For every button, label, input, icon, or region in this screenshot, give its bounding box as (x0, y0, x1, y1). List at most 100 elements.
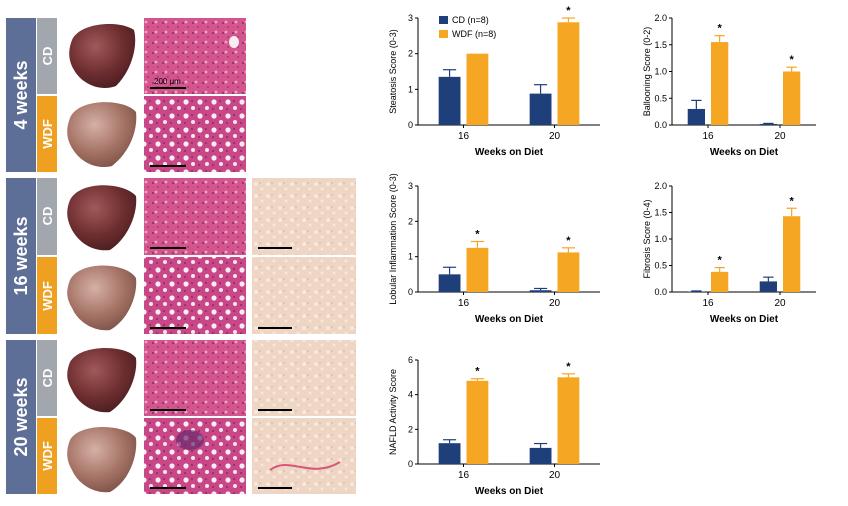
significance-star: * (475, 366, 480, 378)
liver-image (67, 185, 137, 251)
x-tick-label: 20 (549, 470, 561, 481)
bar-wdf (466, 247, 489, 292)
bar-wdf (711, 42, 729, 126)
y-tick-label: 1.0 (654, 234, 667, 244)
he-histology-panels: 200 μm (144, 18, 246, 494)
bar-cd (687, 291, 705, 292)
y-tick-label: 1 (408, 252, 413, 262)
x-axis-label: Weeks on Diet (710, 314, 779, 325)
significance-star: * (566, 5, 571, 17)
diet-label-wdf: WDF (37, 418, 57, 494)
diet-label-wdf: WDF (37, 96, 57, 172)
y-tick-label: 2 (408, 216, 413, 226)
bar-wdf (711, 271, 729, 292)
bar-cd (529, 290, 552, 292)
gross-liver-photos (66, 18, 138, 494)
legend: CD (n=8) WDF (n=8) (439, 15, 496, 39)
y-tick-label: 1.0 (654, 67, 667, 77)
significance-star: * (717, 255, 722, 267)
x-axis-label: Weeks on Diet (475, 486, 544, 497)
legend-label-cd: CD (n=8) (452, 15, 489, 25)
x-tick-label: 16 (702, 131, 714, 142)
y-tick-label: 1 (408, 84, 413, 94)
bar-wdf (466, 380, 489, 464)
bar-wdf (783, 216, 801, 292)
y-axis-label: NAFLD Activity Score (388, 369, 398, 455)
y-tick-label: 4 (408, 390, 413, 400)
y-tick-label: 0 (408, 120, 413, 130)
bar-cd (438, 274, 461, 292)
svg-text:WDF: WDF (40, 119, 55, 149)
significance-star: * (789, 195, 794, 207)
y-tick-label: 2.0 (654, 181, 667, 191)
time-label-20-weeks: 20 weeks (6, 340, 36, 494)
y-tick-label: 2.0 (654, 13, 667, 23)
chart-lobular-inflammation: 0 1 2 3 16 * 20 * Weeks on Diet Lobular Inflammat… (388, 173, 600, 325)
significance-star: * (789, 54, 794, 66)
chart-ballooning: 0.0 0.5 1.0 1.5 2.0 16 * 20 * Weeks on Diet Balloo… (642, 13, 816, 158)
y-axis-label: Fibrosis Score (0-4) (642, 199, 652, 278)
y-tick-label: 3 (408, 13, 413, 23)
chart-nafld-activity: 0 2 4 6 16 * 20 * Weeks on Diet NAFLD Activity Sc… (388, 355, 600, 497)
significance-star: * (566, 361, 571, 373)
bar-cd (529, 93, 552, 125)
x-tick-label: 20 (774, 131, 786, 142)
liver-image (67, 265, 137, 331)
x-tick-label: 16 (458, 131, 470, 142)
bar-cd (687, 108, 705, 125)
svg-text:CD: CD (40, 47, 55, 66)
legend-label-wdf: WDF (n=8) (452, 29, 496, 39)
y-tick-label: 0 (408, 287, 413, 297)
x-tick-label: 16 (458, 470, 470, 481)
legend-swatch-wdf (439, 30, 448, 38)
svg-text:20 weeks: 20 weeks (11, 377, 31, 456)
y-axis-label: Ballooning Score (0-2) (642, 27, 652, 117)
bar-cd (438, 443, 461, 464)
liver-image (69, 24, 136, 89)
time-label-4-weeks: 4 weeks (6, 18, 36, 172)
y-axis-label: Steatosis Score (0-3) (388, 29, 398, 114)
y-tick-label: 0.5 (654, 261, 667, 271)
chart-fibrosis: 0.0 0.5 1.0 1.5 2.0 16 * 20 * Weeks on Diet Fibros… (642, 181, 816, 325)
bar-cd (529, 447, 552, 464)
diet-label-wdf: WDF (37, 257, 57, 334)
bar-wdf (557, 252, 580, 292)
diet-label-cd: CD (37, 18, 57, 94)
x-tick-label: 16 (458, 298, 470, 309)
x-tick-label: 20 (774, 298, 786, 309)
bar-wdf (783, 71, 801, 125)
y-tick-label: 1.5 (654, 208, 667, 218)
bar-wdf (557, 22, 580, 126)
y-tick-label: 0 (408, 459, 413, 469)
x-axis-label: Weeks on Diet (475, 314, 544, 325)
svg-text:WDF: WDF (40, 281, 55, 311)
scale-bar-label: 200 μm (154, 77, 181, 86)
y-tick-label: 1.5 (654, 40, 667, 50)
svg-text:CD: CD (40, 207, 55, 226)
y-tick-label: 0.5 (654, 93, 667, 103)
x-axis-label: Weeks on Diet (710, 147, 779, 158)
svg-text:CD: CD (40, 369, 55, 388)
bar-wdf (466, 53, 489, 125)
x-tick-label: 20 (549, 131, 561, 142)
significance-star: * (566, 235, 571, 247)
y-tick-label: 6 (408, 355, 413, 365)
liver-image (67, 427, 137, 493)
x-tick-label: 16 (702, 298, 714, 309)
y-tick-label: 2 (408, 49, 413, 59)
liver-image (67, 347, 137, 413)
diet-label-cd: CD (37, 340, 57, 416)
significance-star: * (717, 23, 722, 35)
legend-swatch-cd (439, 16, 448, 24)
y-axis-label: Lobular Inflammation Score (0-3) (388, 173, 398, 305)
sirius-red-panels (252, 178, 356, 494)
time-label-16-weeks: 16 weeks (6, 178, 36, 334)
y-tick-label: 0.0 (654, 287, 667, 297)
bar-cd (759, 123, 777, 125)
svg-text:16 weeks: 16 weeks (11, 216, 31, 295)
x-axis-label: Weeks on Diet (475, 147, 544, 158)
svg-text:WDF: WDF (40, 441, 55, 471)
y-tick-label: 2 (408, 424, 413, 434)
y-tick-label: 3 (408, 181, 413, 191)
